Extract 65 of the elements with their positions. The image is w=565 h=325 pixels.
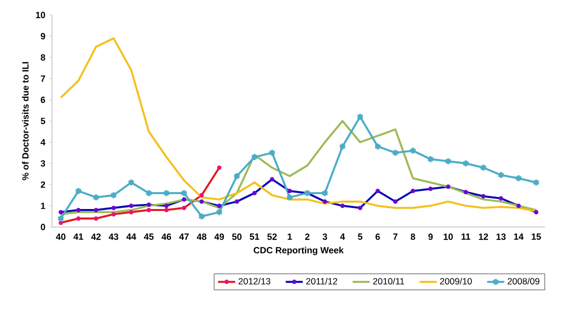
x-tick-label: 11 [462, 234, 470, 240]
x-tick-label: 9 [428, 234, 433, 240]
point [110, 191, 118, 200]
y-tick-label: 2 [40, 181, 46, 188]
y-axis-title: % of Doctor-visits due to ILI [22, 62, 29, 180]
point [216, 208, 223, 216]
legend-label: 2011/12 [306, 278, 338, 284]
x-tick-label: 5 [358, 234, 362, 240]
legend-label: 2012/13 [238, 278, 270, 284]
y-tick-label: 1 [41, 202, 46, 209]
x-tick-label: 47 [179, 234, 189, 240]
y-tick-label: 8 [40, 54, 46, 61]
legend-label: 2009/10 [440, 278, 472, 284]
x-tick-label: 12 [478, 234, 488, 240]
x-tick-label: 50 [232, 234, 242, 240]
x-tick-label: 48 [196, 234, 206, 240]
x-tick-label: 40 [56, 234, 66, 240]
y-tick-label: 10 [36, 12, 46, 18]
point [198, 212, 206, 220]
legend-label: 2008/09 [508, 278, 540, 284]
x-tick-label: 43 [108, 234, 118, 240]
y-tick-label: 7 [40, 76, 46, 82]
y-tick-label: 9 [40, 33, 46, 40]
point [162, 189, 170, 198]
point [444, 157, 452, 166]
x-tick-label: 15 [532, 234, 541, 240]
point [409, 146, 417, 155]
y-tick-label: 0 [40, 224, 46, 230]
point [514, 174, 522, 182]
x-tick-label: 14 [514, 234, 524, 240]
x-tick-label: 46 [162, 234, 172, 240]
x-tick-label: 52 [267, 234, 277, 240]
point [286, 193, 294, 202]
point [480, 164, 487, 172]
x-tick-label: 10 [444, 234, 453, 240]
point [321, 189, 329, 198]
x-tick-label: 45 [144, 234, 154, 240]
x-tick-label: 8 [410, 234, 416, 240]
point [426, 155, 434, 164]
x-tick-label: 2 [305, 234, 310, 240]
x-tick-label: 3 [322, 234, 328, 240]
legend-label: 2010/11 [373, 278, 404, 284]
point [233, 172, 240, 180]
x-tick-label: 51 [250, 234, 260, 240]
point [180, 189, 188, 198]
y-tick-label: 3 [40, 160, 46, 167]
x-tick-label: 7 [393, 234, 398, 240]
x-tick-label: 1 [288, 234, 292, 240]
point [268, 148, 276, 157]
point [92, 193, 100, 202]
x-tick-label: 6 [376, 234, 380, 240]
x-tick-label: 49 [214, 234, 224, 240]
point [145, 189, 152, 198]
y-tick-label: 6 [40, 96, 46, 103]
x-tick-label: 44 [126, 234, 136, 240]
x-tick-label: 42 [91, 234, 101, 240]
point [462, 159, 470, 168]
x-axis-title: CDC Reporting Week [254, 246, 344, 256]
x-tick-label: 4 [340, 234, 345, 240]
x-tick-label: 13 [496, 234, 506, 240]
point [392, 148, 399, 157]
x-tick-label: 41 [74, 234, 84, 240]
point [356, 112, 364, 121]
y-tick-label: 5 [40, 118, 46, 124]
y-tick-label: 4 [40, 139, 46, 146]
